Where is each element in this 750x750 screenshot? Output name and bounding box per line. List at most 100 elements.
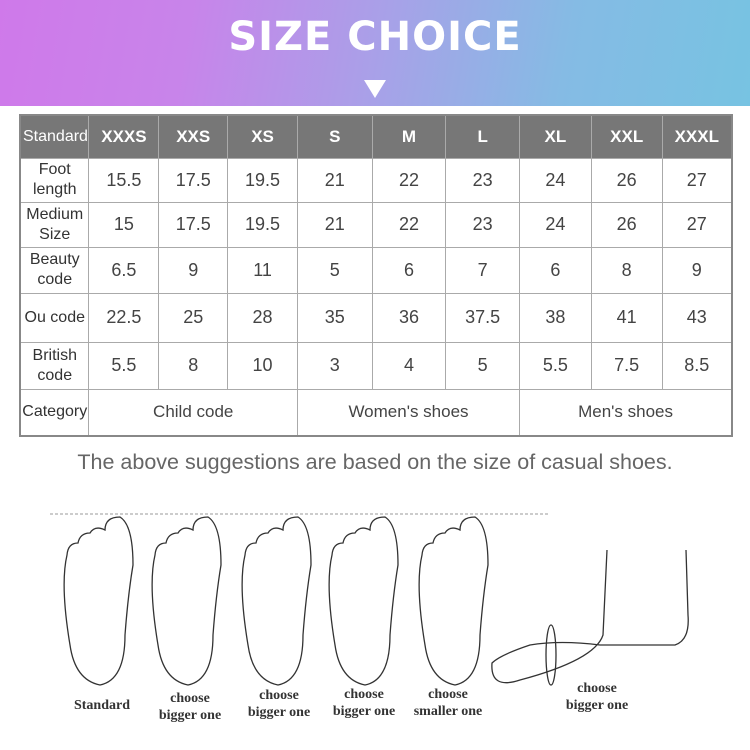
value-cell: 19.5	[227, 157, 298, 203]
value-cell: 24	[519, 157, 592, 203]
header-cell: XXS	[158, 114, 229, 159]
banner: SIZE CHOICE	[0, 0, 750, 106]
value-cell: 10	[227, 341, 298, 390]
foot-caption-line: choose	[344, 687, 384, 702]
header-cell: M	[371, 114, 447, 159]
value-cell: 26	[590, 201, 663, 248]
value-cell: 27	[661, 201, 733, 248]
value-cell: 5	[296, 246, 373, 294]
row-label-line: Beauty	[29, 251, 80, 268]
side-foot-icon	[491, 549, 689, 686]
row-label: Category	[19, 388, 90, 437]
row-label-line: Ou code	[24, 308, 85, 326]
value-cell: 9	[158, 246, 229, 294]
row-label-line: length	[32, 181, 77, 198]
foot-caption: Standard	[52, 697, 152, 714]
header-cell: L	[445, 114, 521, 159]
foot-outline-icon	[151, 516, 222, 686]
row-label: British code	[19, 341, 90, 390]
value-cell: 21	[296, 157, 373, 203]
table-row: Foot length 15.5 17.5 19.5 21 22 23 24 26 27	[19, 157, 733, 203]
header-cell: XS	[227, 114, 298, 159]
value-cell: 35	[296, 292, 373, 343]
table-row: Beauty code 6.5 9 11 5 6 7 6 8 9	[19, 246, 733, 294]
table-row: Medium Size 15 17.5 19.5 21 22 23 24 26 27	[19, 201, 733, 248]
value-cell: 8	[158, 341, 229, 390]
header-cell: XXL	[590, 114, 663, 159]
category-cell: Child code	[88, 388, 298, 437]
value-cell: 7.5	[590, 341, 663, 390]
value-cell: 6	[519, 246, 592, 294]
foot-caption: choose bigger one	[547, 680, 647, 714]
value-cell: 8	[590, 246, 663, 294]
row-label-line: British	[32, 346, 77, 364]
banner-title: SIZE CHOICE	[228, 14, 522, 60]
foot-caption-line: bigger one	[332, 704, 396, 719]
size-table: Standard XXXS XXS XS S M L XL XXL XXXL Foot length…	[19, 114, 733, 437]
foot-caption-line: bigger one	[158, 708, 222, 723]
value-cell: 26	[590, 157, 663, 203]
foot-caption-line: choose	[577, 681, 617, 696]
value-cell: 23	[445, 201, 521, 248]
value-cell: 17.5	[158, 201, 229, 248]
value-cell: 5	[445, 341, 521, 390]
down-triangle-icon	[364, 80, 386, 98]
foot-caption-line: bigger one	[565, 698, 629, 713]
header-cell: Standard	[19, 114, 90, 159]
foot-caption-line: bigger one	[247, 705, 311, 720]
table-row: British code 5.5 8 10 3 4 5 5.5 7.5 8.5	[19, 341, 733, 390]
value-cell: 27	[661, 157, 733, 203]
value-cell: 22	[371, 157, 447, 203]
category-row: Category Child code Women's shoes Men's …	[19, 388, 733, 437]
foot-caption-line: smaller one	[413, 704, 483, 719]
table-row: Ou code 22.5 25 28 35 36 37.5 38 41 43	[19, 292, 733, 343]
foot-caption: choose smaller one	[398, 686, 498, 720]
value-cell: 9	[661, 246, 733, 294]
note-text: The above suggestions are based on the s…	[77, 450, 673, 474]
foot-outline-icon	[328, 516, 399, 686]
value-cell: 22.5	[88, 292, 160, 343]
row-label-line: Size	[39, 225, 71, 243]
foot-outline-icon	[241, 516, 312, 686]
row-label-line: code	[37, 366, 73, 384]
value-cell: 11	[227, 246, 298, 294]
value-cell: 36	[371, 292, 447, 343]
value-cell: 41	[590, 292, 663, 343]
foot-caption-line: choose	[170, 691, 210, 706]
value-cell: 21	[296, 201, 373, 248]
feet-illustration	[50, 513, 689, 686]
value-cell: 23	[445, 157, 521, 203]
value-cell: 24	[519, 201, 592, 248]
value-cell: 28	[227, 292, 298, 343]
header-cell: XL	[519, 114, 592, 159]
value-cell: 19.5	[227, 201, 298, 248]
category-cell: Women's shoes	[296, 388, 521, 437]
row-label: Ou code	[19, 292, 90, 343]
value-cell: 6	[371, 246, 447, 294]
value-cell: 15	[88, 201, 160, 248]
value-cell: 38	[519, 292, 592, 343]
value-cell: 5.5	[519, 341, 592, 390]
header-row: Standard XXXS XXS XS S M L XL XXL XXXL	[19, 114, 733, 159]
foot-outline-icon	[418, 516, 489, 686]
foot-caption-line: choose	[428, 687, 468, 702]
header-cell: XXXL	[661, 114, 733, 159]
header-cell: XXXS	[88, 114, 160, 159]
value-cell: 22	[371, 201, 447, 248]
value-cell: 8.5	[661, 341, 733, 390]
value-cell: 6.5	[88, 246, 160, 294]
foot-caption: choose bigger one	[140, 690, 240, 724]
foot-caption-line: choose	[259, 688, 299, 703]
value-cell: 4	[371, 341, 447, 390]
foot-caption: choose bigger one	[314, 686, 414, 720]
row-label-line: Medium	[26, 205, 84, 223]
row-label: Beauty code	[19, 246, 90, 294]
value-cell: 3	[296, 341, 373, 390]
row-label-line: code	[37, 271, 73, 288]
value-cell: 5.5	[88, 341, 160, 390]
foot-outline-icon	[63, 516, 134, 686]
value-cell: 17.5	[158, 157, 229, 203]
value-cell: 43	[661, 292, 733, 343]
category-cell: Men's shoes	[519, 388, 733, 437]
foot-caption: choose bigger one	[229, 687, 329, 721]
